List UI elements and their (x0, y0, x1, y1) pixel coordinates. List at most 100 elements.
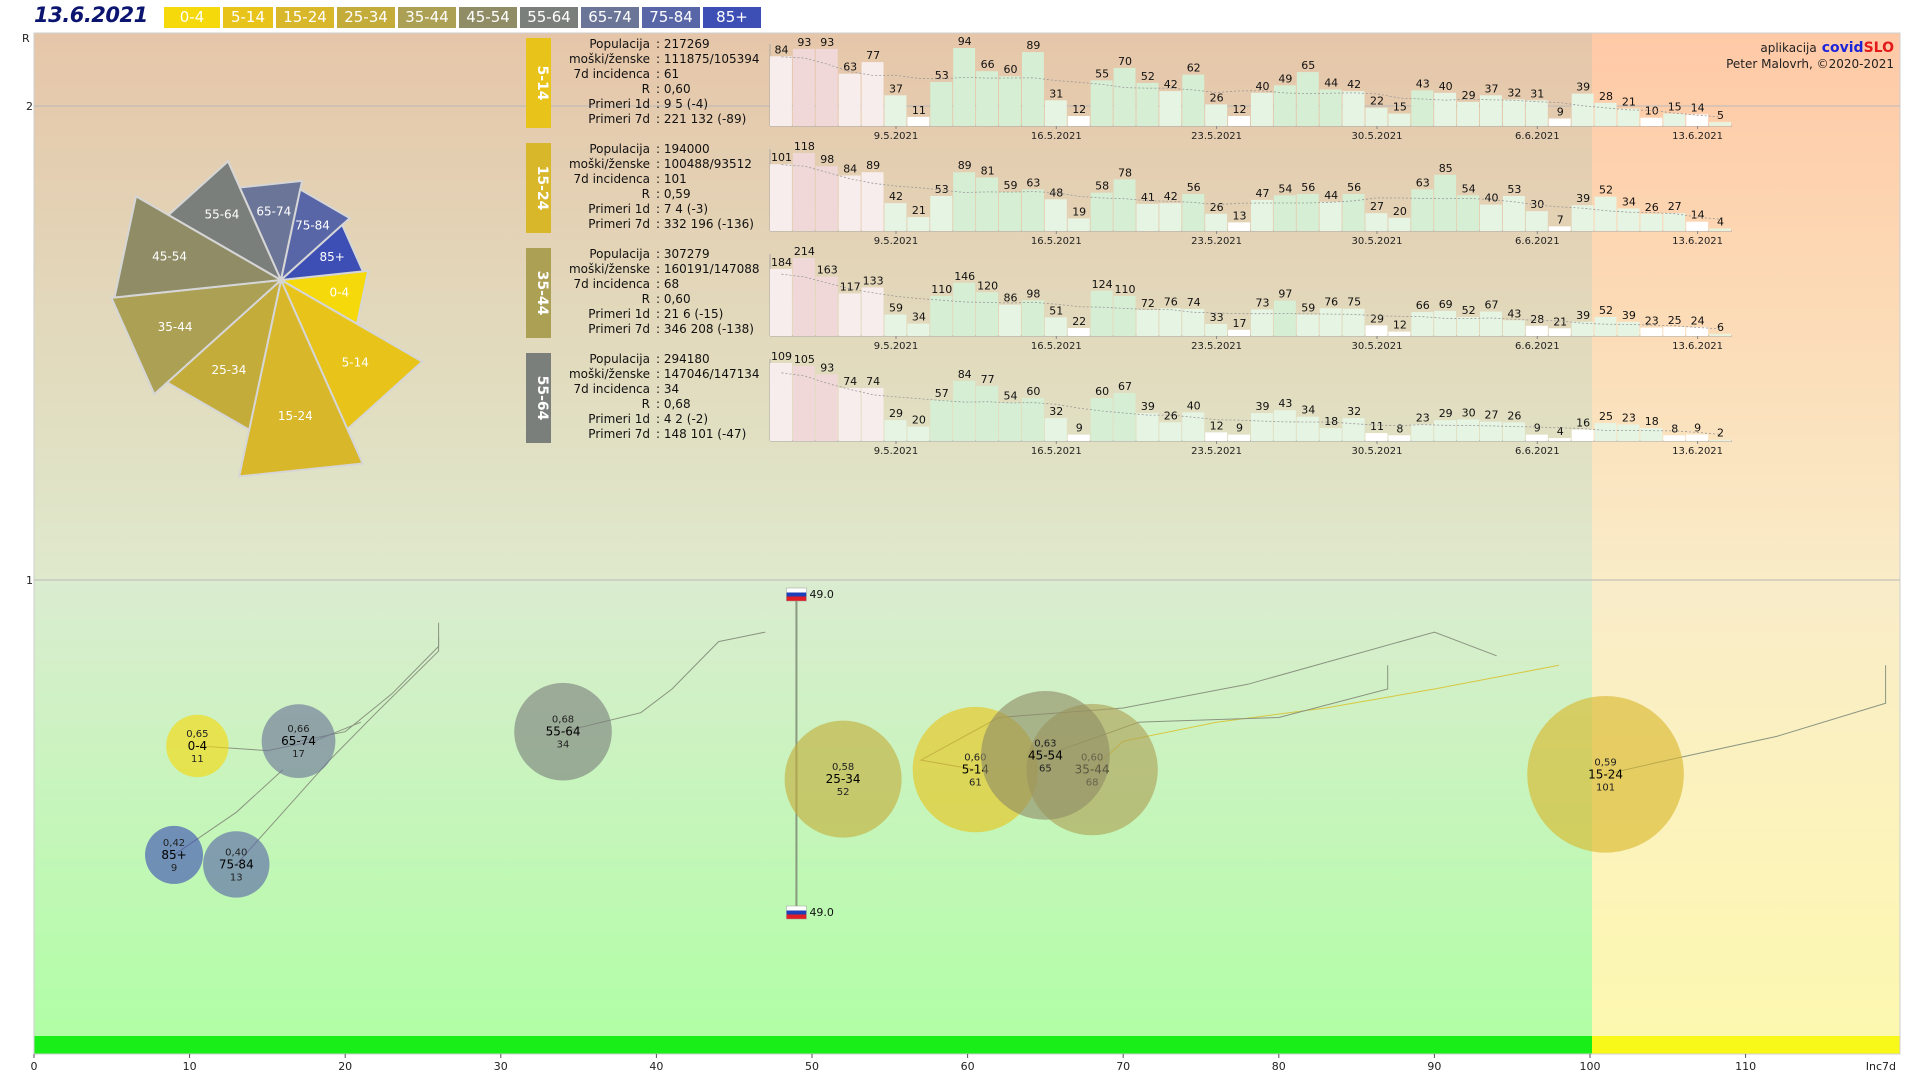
panel-bar-value: 109 (771, 350, 792, 363)
panel-bar-value: 84 (843, 163, 857, 176)
x-tick-label: 90 (1427, 1060, 1441, 1073)
rose-wedge-label: 35-44 (158, 320, 193, 334)
panel-bar-value: 26 (1210, 201, 1224, 214)
legend-item-5-14: 5-14 (223, 7, 273, 28)
panel-bar-value: 43 (1416, 77, 1430, 90)
panel-bar (838, 293, 861, 336)
info-value: : 160191/147088 (656, 262, 760, 276)
panel-bar (884, 95, 907, 126)
flag-icon (786, 905, 807, 920)
panel-bar (1686, 327, 1709, 336)
panel-bar (1480, 421, 1502, 441)
panel-bar-value: 20 (912, 414, 926, 427)
slovenia-flag: 49.0 (786, 587, 834, 602)
info-key: R (642, 187, 650, 201)
panel-bar-value: 40 (1439, 80, 1453, 93)
panel-bar (1503, 320, 1525, 336)
info-value: : 111875/105394 (656, 52, 760, 66)
panel-bar-value: 42 (1164, 78, 1178, 91)
panel-bar-value: 63 (1026, 176, 1040, 189)
panel-date-label: 16.5.2021 (1031, 131, 1082, 142)
panel-bar (1182, 309, 1205, 336)
panel-date-label: 23.5.2021 (1191, 341, 1242, 352)
panel-bar-value: 63 (843, 61, 857, 74)
group-tag-label: 55-64 (534, 376, 550, 421)
panel-bar-value: 7 (1557, 213, 1564, 226)
panel-bar-value: 25 (1668, 314, 1682, 327)
panel-bar-value: 84 (958, 368, 972, 381)
panel-bar (907, 323, 930, 336)
panel-bar-value: 39 (1576, 192, 1590, 205)
panel-bar (1182, 74, 1205, 126)
panel-bar-value: 33 (1210, 311, 1224, 324)
panel-date-label: 16.5.2021 (1031, 236, 1082, 247)
panel-bar-value: 66 (981, 58, 995, 71)
bubble-r-value: 0,42 (163, 838, 185, 849)
panel-bar (838, 73, 861, 126)
panel-bar-value: 6 (1717, 321, 1724, 334)
panel-bar (930, 400, 953, 441)
x-tick-label: 40 (649, 1060, 663, 1073)
panel-bar (1136, 203, 1159, 231)
panel-bar-value: 65 (1301, 59, 1315, 72)
panel-bar (1548, 328, 1571, 336)
panel-bar (1480, 95, 1502, 126)
panel-bar-value: 4 (1557, 425, 1564, 438)
panel-bar (1663, 113, 1686, 126)
panel-bar (1617, 208, 1640, 231)
panel-bar-value: 26 (1210, 91, 1224, 104)
panel-bar-value: 21 (912, 204, 926, 217)
panel-bar-value: 52 (1599, 304, 1613, 317)
panel-bar (1067, 434, 1090, 441)
panel-bar (1296, 314, 1319, 336)
panel-trend-line (781, 164, 1721, 220)
info-key: moški/ženske (569, 157, 650, 171)
panel-bar-value: 27 (1485, 409, 1499, 422)
panel-bar (1251, 413, 1273, 441)
info-key: R (642, 397, 650, 411)
panel-bar-value: 118 (794, 140, 815, 153)
panel-bar (1251, 199, 1273, 231)
panel-bar (999, 304, 1021, 336)
panel-bar-value: 21 (1622, 96, 1636, 109)
panel-bar (1228, 116, 1250, 126)
trail-55-64 (562, 631, 766, 733)
bubble-r-value: 0,40 (225, 847, 247, 858)
panel-bar (976, 385, 998, 441)
panel-bar (1296, 416, 1319, 441)
panel-bar (1113, 67, 1136, 126)
info-value: : 0,60 (656, 82, 691, 96)
info-key: 7d incidenca (574, 172, 651, 186)
panel-bar-value: 8 (1671, 422, 1678, 435)
info-key: Populacija (589, 352, 650, 366)
bubble-inc7d-value: 11 (191, 754, 204, 765)
x-tick-label: 100 (1580, 1060, 1601, 1073)
panel-bar-value: 67 (1485, 299, 1499, 312)
panel-bar-value: 60 (1095, 385, 1109, 398)
panel-bar (930, 196, 953, 231)
panel-bar-value: 43 (1507, 307, 1521, 320)
panel-bar-value: 59 (1301, 302, 1315, 315)
legend-item-45-54: 45-54 (459, 7, 517, 28)
panel-bar (1457, 317, 1479, 336)
panel-date-label: 13.6.2021 (1672, 131, 1723, 142)
panel-bar-value: 9 (1076, 422, 1083, 435)
info-key: Primeri 7d (588, 217, 650, 231)
bubble-r-value: 0,65 (186, 729, 208, 740)
panel-bar (1228, 222, 1250, 231)
panel-bar (1136, 82, 1159, 126)
panel-bar-value: 20 (1393, 205, 1407, 218)
panel-15-24: 15-24 Populacija: 194000 moški/ženske: 100… (526, 140, 1732, 247)
panel-bar (999, 402, 1021, 441)
panel-bar (1205, 213, 1228, 231)
panel-bar-value: 49 (1278, 72, 1292, 85)
info-key: Primeri 1d (588, 97, 650, 111)
panel-bar (1022, 398, 1044, 441)
panel-bar (1273, 300, 1296, 336)
panel-bar (1113, 295, 1136, 336)
panel-bar (770, 363, 792, 441)
panel-bar (1205, 104, 1228, 126)
panel-bar-value: 76 (1164, 295, 1178, 308)
info-value: : 68 (656, 277, 679, 291)
